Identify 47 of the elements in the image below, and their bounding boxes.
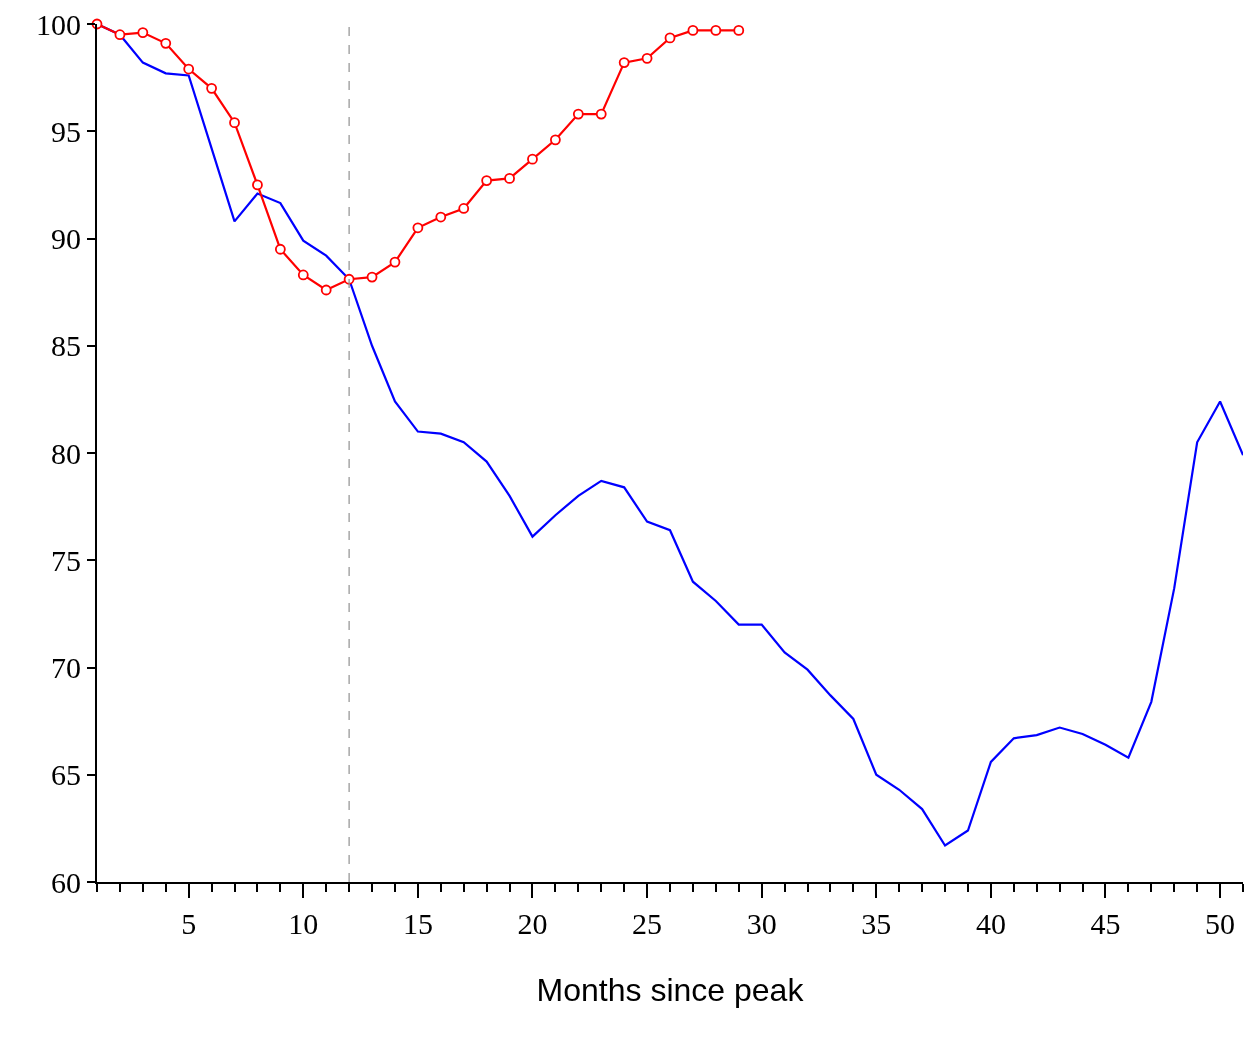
point [664,32,676,44]
point [710,25,722,36]
point [733,25,745,36]
x-tick-label: 20 [517,907,548,940]
x-axis-title: Months since peak [536,972,805,1009]
point [274,243,286,255]
y-tick-label: 80 [51,436,81,470]
point [435,211,447,223]
x-tick-label: 30 [746,907,777,940]
point [481,175,493,186]
x-tick-label: 25 [632,907,663,940]
point [389,256,401,268]
point [618,57,630,69]
point [458,203,470,214]
point [137,27,149,38]
point [183,63,195,75]
y-tick-label: 85 [51,329,81,363]
point [595,108,607,120]
y-tick-label: 100 [36,7,81,41]
point [366,271,378,283]
point [252,179,263,191]
point [320,284,332,296]
y-tick-label: 65 [51,758,81,792]
point [687,25,699,36]
y-tick-label: 70 [51,651,81,684]
y-tick-label: 60 [51,865,81,899]
x-tick-label: 40 [975,907,1006,940]
point [206,82,217,94]
point [297,269,309,281]
point [114,29,126,41]
x-tick-label: 35 [861,907,892,940]
x-tick-label: 50 [1205,907,1236,940]
point [641,52,653,64]
point [572,108,584,120]
y-tick-label: 90 [51,222,81,255]
x-tick-label: 10 [288,907,319,940]
x-tick-label: 15 [402,907,433,940]
x-tick-label: 5 [181,907,197,940]
y-tick-label: 95 [51,114,81,148]
point [412,222,424,234]
x-tick-label: 45 [1090,907,1121,940]
point [160,37,172,49]
point [527,153,538,165]
point [229,117,240,129]
y-tick-label: 75 [51,543,81,577]
point [504,173,515,184]
point [550,134,561,146]
